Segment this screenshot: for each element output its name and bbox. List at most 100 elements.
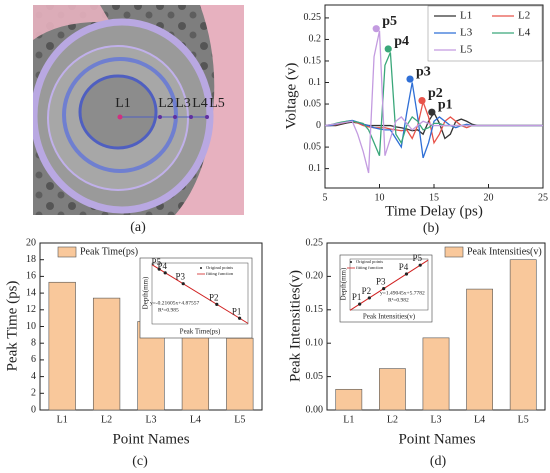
legend-marker: [200, 267, 202, 269]
y-tick-label: 0.05: [306, 371, 324, 382]
inset-point: [382, 287, 386, 291]
x-axis-label: Point Names: [112, 431, 189, 447]
inset-point: [181, 282, 185, 286]
y-tick-label: 18: [26, 254, 36, 265]
point-label: L2: [158, 96, 174, 111]
bar: [226, 337, 254, 411]
y-tick-label: 0.1: [309, 163, 322, 174]
y-tick-label: 0: [316, 120, 321, 131]
inset-plot: [349, 258, 429, 311]
inset-point: [215, 302, 219, 306]
inset-point-label: P1: [232, 306, 242, 316]
image-panel: [33, 5, 244, 215]
inset-x-label: Peak Intensities(v): [363, 313, 416, 321]
y-tick-label: 0.15: [304, 55, 322, 66]
inset-point-label: P2: [209, 292, 219, 302]
inset-y-label: Depth(mm): [340, 267, 348, 300]
x-tick-label: 15: [429, 192, 439, 203]
y-tick-label: 20: [26, 237, 36, 248]
legend-marker: [350, 261, 352, 263]
legend-label: L3: [460, 27, 473, 39]
peak-marker: [428, 108, 436, 116]
y-tick-label: 12: [26, 304, 36, 315]
y-tick-label: 14: [26, 287, 36, 298]
x-tick-label: 25: [538, 192, 548, 203]
point-label: L1: [115, 96, 131, 111]
panel-caption: (a): [130, 220, 146, 235]
inset-frame: [339, 254, 433, 323]
y-tick-label: 0.20: [306, 271, 324, 282]
bar: [48, 281, 76, 411]
peak-marker: [384, 45, 392, 53]
inset-point: [157, 267, 161, 271]
panel-caption: (b): [423, 221, 440, 236]
x-tick-label: L5: [518, 414, 529, 425]
point-label: L5: [209, 96, 225, 111]
inset-y-label: Depth(mm): [142, 276, 150, 309]
point-label: L3: [175, 96, 191, 111]
peak-marker: [372, 25, 380, 33]
inset-legend-label: Original points: [356, 259, 383, 264]
y-tick-label: 4: [31, 371, 36, 382]
image-labels: L1 L2 L3 L4 L5: [115, 96, 225, 111]
legend-swatch: [444, 246, 464, 258]
inset-point: [418, 263, 422, 267]
fit-r2: R²=0.982: [388, 297, 409, 303]
x-tick-label: L4: [474, 414, 485, 425]
inset-frame: [139, 257, 253, 339]
bar: [181, 333, 210, 411]
peak-label: p3: [416, 64, 431, 79]
bar: [466, 288, 493, 411]
legend-label: L1: [460, 10, 472, 22]
legend-label: L5: [460, 44, 473, 56]
inset-point-label: P5: [151, 257, 161, 267]
peak-label: p1: [438, 97, 453, 112]
y-tick-label: 0.1: [309, 77, 322, 88]
y-tick-label: 0.15: [306, 304, 324, 315]
legend-label: L2: [518, 10, 530, 22]
x-tick-label: L4: [190, 414, 201, 425]
inset-point: [238, 316, 242, 320]
inset-point: [404, 272, 409, 276]
y-tick-label: 2: [31, 388, 36, 399]
x-tick-label: L1: [57, 414, 68, 425]
peak-label: p5: [382, 14, 397, 29]
x-tick-label: L2: [387, 414, 398, 425]
inset-point: [163, 271, 167, 275]
inset-legend-label: fitting function: [356, 265, 384, 270]
x-tick-label: L5: [234, 414, 245, 425]
legend-swatch: [57, 246, 77, 258]
y-tick-label: 0.05: [304, 141, 322, 152]
y-tick-label: 0: [31, 404, 36, 415]
y-axis-label: Peak Time (ps): [4, 281, 20, 372]
bar: [422, 337, 450, 411]
fit-equation: y=1.49045x+5.7782: [380, 290, 425, 296]
x-tick-label: L3: [430, 414, 441, 425]
legend-label: L4: [518, 27, 531, 39]
x-axis-label: Time Delay (ps): [385, 203, 483, 219]
y-axis-label: Peak Intensities(v): [287, 270, 303, 382]
x-tick-label: 20: [484, 192, 494, 203]
inset-point: [358, 302, 362, 306]
bar: [335, 388, 363, 411]
bar: [379, 368, 406, 411]
inset-point-label: P2: [362, 286, 372, 296]
y-tick-label: 0.00: [306, 404, 324, 415]
y-tick-label: 0.25: [304, 12, 322, 23]
fit-equation: y=-0.21605x+4.87557: [150, 300, 200, 306]
inset-point-label: P4: [157, 261, 167, 271]
y-tick-label: 0.2: [309, 34, 322, 45]
peak-label: p2: [428, 86, 443, 101]
fit-line: [151, 264, 249, 324]
x-tick-label: L3: [145, 414, 156, 425]
x-tick-label: L2: [101, 414, 112, 425]
fit-line: [349, 259, 429, 311]
inset-legend-label: fitting function: [206, 271, 234, 276]
y-tick-label: 16: [26, 271, 36, 282]
point-label: L4: [192, 96, 208, 111]
peak-marker: [418, 96, 426, 105]
peak-marker: [406, 75, 414, 83]
inset-point-label: P1: [352, 292, 362, 302]
inset-point: [367, 296, 371, 300]
